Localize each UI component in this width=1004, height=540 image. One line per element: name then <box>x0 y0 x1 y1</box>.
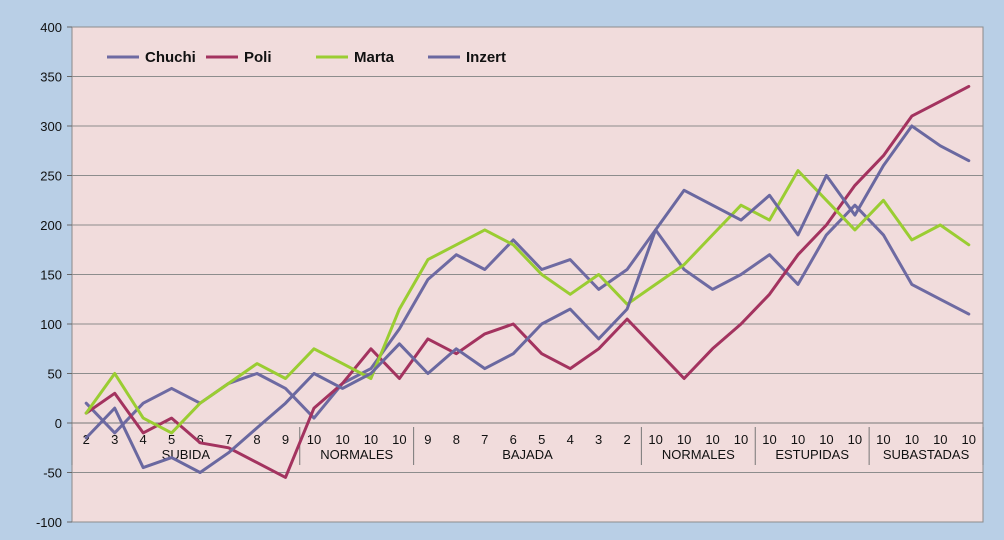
legend-label: Chuchi <box>145 49 196 66</box>
x-tick-label: 10 <box>335 432 349 447</box>
x-tick-label: 10 <box>364 432 378 447</box>
x-tick-label: 10 <box>905 432 919 447</box>
x-tick-label: 6 <box>510 432 517 447</box>
x-tick-label: 4 <box>140 432 147 447</box>
x-tick-label: 7 <box>481 432 488 447</box>
legend: Chuchi Poli Marta Inzert <box>107 49 506 66</box>
x-tick-label: 10 <box>876 432 890 447</box>
x-tick-label: 4 <box>567 432 574 447</box>
series-line-inzert <box>84 124 971 474</box>
x-tick-label: 10 <box>933 432 947 447</box>
x-tick-label: 5 <box>538 432 545 447</box>
legend-label: Inzert <box>466 49 506 66</box>
y-tick-label: -100 <box>36 515 62 530</box>
group-label: NORMALES <box>320 447 393 462</box>
gridlines <box>72 26 983 523</box>
x-tick-label: 7 <box>225 432 232 447</box>
x-tick-label: 10 <box>705 432 719 447</box>
x-tick-label: 10 <box>791 432 805 447</box>
group-label: NORMALES <box>662 447 735 462</box>
group-label: BAJADA <box>502 447 553 462</box>
series-lines <box>84 84 971 479</box>
series-line-marta <box>84 169 971 435</box>
x-tick-label: 3 <box>595 432 602 447</box>
y-tick-label: 400 <box>40 20 62 35</box>
x-tick-label: 10 <box>307 432 321 447</box>
y-tick-label: 300 <box>40 119 62 134</box>
x-tick-label: 10 <box>819 432 833 447</box>
group-label: ESTUPIDAS <box>775 447 849 462</box>
axes: -100 -50 0 50 100 150 200 250 300 350 400 2 3 4 5 6 7 8 9 1… <box>36 20 984 530</box>
x-tick-label: 10 <box>677 432 691 447</box>
y-tick-label: 150 <box>40 268 62 283</box>
x-tick-label: 10 <box>962 432 976 447</box>
x-tick-label: 6 <box>196 432 203 447</box>
x-tick-label: 2 <box>83 432 90 447</box>
x-tick-label: 10 <box>848 432 862 447</box>
y-tick-label: 50 <box>48 367 62 382</box>
y-tick-label: 200 <box>40 218 62 233</box>
y-tick-label: -50 <box>43 466 62 481</box>
x-tick-label: 5 <box>168 432 175 447</box>
legend-label: Poli <box>244 49 272 66</box>
legend-label: Marta <box>354 49 395 66</box>
x-tick-label: 9 <box>282 432 289 447</box>
x-tick-label: 8 <box>253 432 260 447</box>
group-label: SUBASTADAS <box>883 447 970 462</box>
x-tick-label: 9 <box>424 432 431 447</box>
x-tick-label: 10 <box>762 432 776 447</box>
y-tick-label: 100 <box>40 317 62 332</box>
x-tick-label: 3 <box>111 432 118 447</box>
y-tick-label: 350 <box>40 70 62 85</box>
y-tick-label: 250 <box>40 169 62 184</box>
x-tick-label: 10 <box>392 432 406 447</box>
x-tick-label: 10 <box>648 432 662 447</box>
x-tick-label: 2 <box>624 432 631 447</box>
x-tick-label: 10 <box>734 432 748 447</box>
y-tick-label: 0 <box>55 416 62 431</box>
x-tick-label: 8 <box>453 432 460 447</box>
